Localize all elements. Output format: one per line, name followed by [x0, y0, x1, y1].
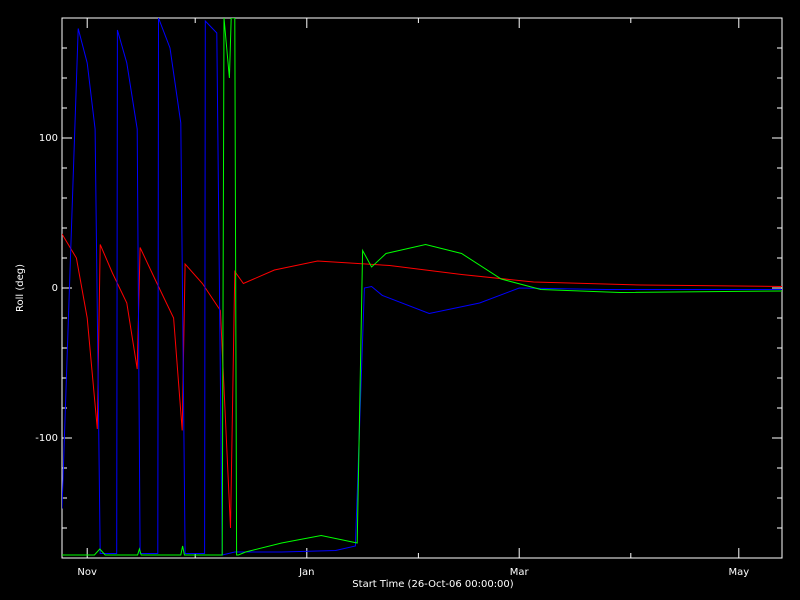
x-axis-label: Start Time (26-Oct-06 00:00:00) [352, 579, 513, 590]
x-tick-label: Nov [77, 567, 97, 578]
y-axis-label: Roll (deg) [15, 264, 26, 312]
series-line [62, 18, 782, 556]
plot-frame [61, 17, 783, 559]
x-tick-label: May [728, 567, 749, 578]
series-line [62, 233, 782, 529]
y-tick-label: 0 [52, 283, 58, 294]
series-line [62, 18, 782, 556]
x-tick-label: Mar [510, 567, 530, 578]
x-tick-label: Jan [298, 567, 314, 578]
y-tick-label: -100 [35, 433, 58, 444]
y-tick-label: 100 [39, 133, 58, 144]
